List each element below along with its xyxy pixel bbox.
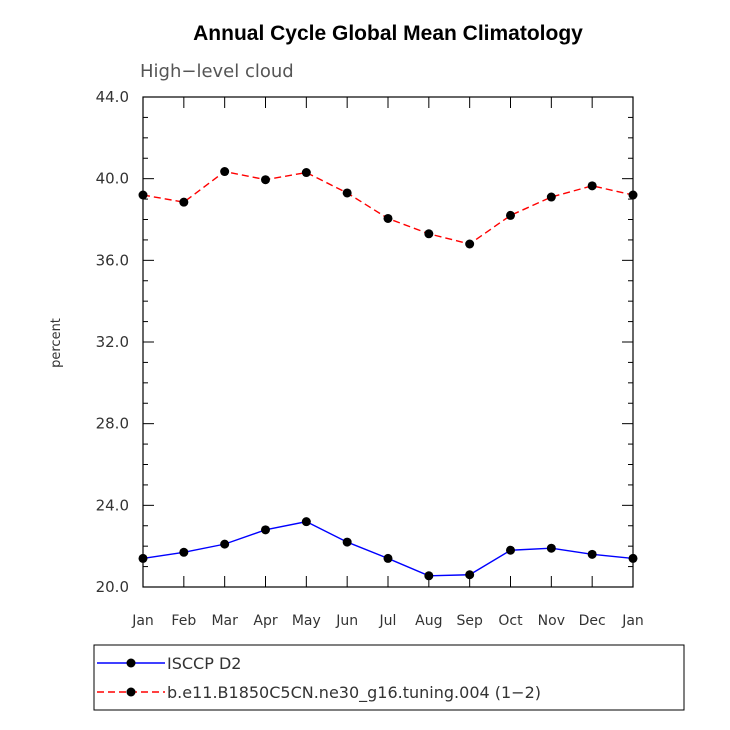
x-tick-label: Sep	[456, 613, 483, 629]
series-2-point	[138, 190, 148, 200]
series-2-point	[628, 190, 638, 200]
series-1-point	[138, 553, 148, 563]
series-1-point	[179, 547, 189, 557]
x-tick-label: Jun	[335, 613, 358, 629]
x-tick-label: Jul	[379, 613, 397, 629]
series-1-point	[220, 539, 230, 549]
series-2-point	[301, 168, 311, 178]
x-tick-label: Aug	[415, 613, 442, 629]
series-line-1	[142, 520, 634, 577]
legend: ISCCP D2 b.e11.B1850C5CN.ne30_g16.tuning.…	[93, 644, 685, 711]
legend-label-1: ISCCP D2	[167, 654, 241, 673]
x-tick-label: Oct	[498, 613, 523, 629]
y-tick-label: 44.0	[96, 88, 129, 106]
series-2-point	[220, 167, 230, 177]
series-1-point	[261, 525, 270, 535]
series-2-point	[424, 229, 434, 239]
series-1-point	[342, 537, 352, 547]
plot-area: 20.0 24.0 28.0 32.0 36.0 40.0 44.0 Jan Feb Mar Apr…	[96, 88, 644, 629]
x-tick-label: Nov	[538, 613, 565, 629]
series-line-2	[142, 170, 634, 245]
series-1-point	[301, 517, 311, 527]
y-tick-label: 24.0	[96, 496, 129, 514]
series-1-point	[506, 545, 515, 555]
series-2-point	[587, 181, 597, 191]
x-tick-label: Apr	[253, 613, 277, 629]
x-tick-label: Feb	[171, 613, 196, 629]
y-tick-label: 36.0	[96, 251, 129, 269]
series-1-point	[383, 553, 393, 563]
plot-frame	[142, 96, 634, 588]
x-tick-label: Jan	[131, 613, 154, 629]
series-1-point	[465, 570, 475, 580]
legend-marker-1	[126, 658, 136, 668]
legend-box	[93, 644, 685, 711]
legend-label-2: b.e11.B1850C5CN.ne30_g16.tuning.004 (1−2…	[167, 683, 541, 703]
chart-title: Annual Cycle Global Mean Climatology	[193, 22, 583, 45]
series-2-point	[465, 239, 475, 249]
y-tick-label: 28.0	[96, 415, 129, 433]
series-2-point	[261, 175, 270, 185]
legend-marker-2	[126, 687, 136, 697]
series-1-point	[587, 549, 597, 559]
y-tick-label: 40.0	[96, 170, 129, 188]
series-2-point	[546, 192, 556, 202]
y-axis-label: percent	[49, 318, 64, 368]
y-tick-label: 32.0	[96, 333, 129, 351]
series-1-point	[424, 571, 434, 581]
series-2-point	[179, 197, 189, 207]
x-tick-label: Mar	[211, 613, 238, 629]
series-1-point	[546, 543, 556, 553]
series-1-point	[628, 553, 638, 563]
x-tick-label: May	[292, 613, 321, 629]
x-tick-label: Jan	[621, 613, 644, 629]
series-2-point	[383, 213, 393, 223]
series-2-point	[342, 188, 352, 198]
x-tick-label: Dec	[579, 613, 606, 629]
y-tick-label: 20.0	[96, 578, 129, 596]
chart-subtitle: High−level cloud	[140, 61, 294, 82]
series-2-point	[506, 210, 515, 220]
